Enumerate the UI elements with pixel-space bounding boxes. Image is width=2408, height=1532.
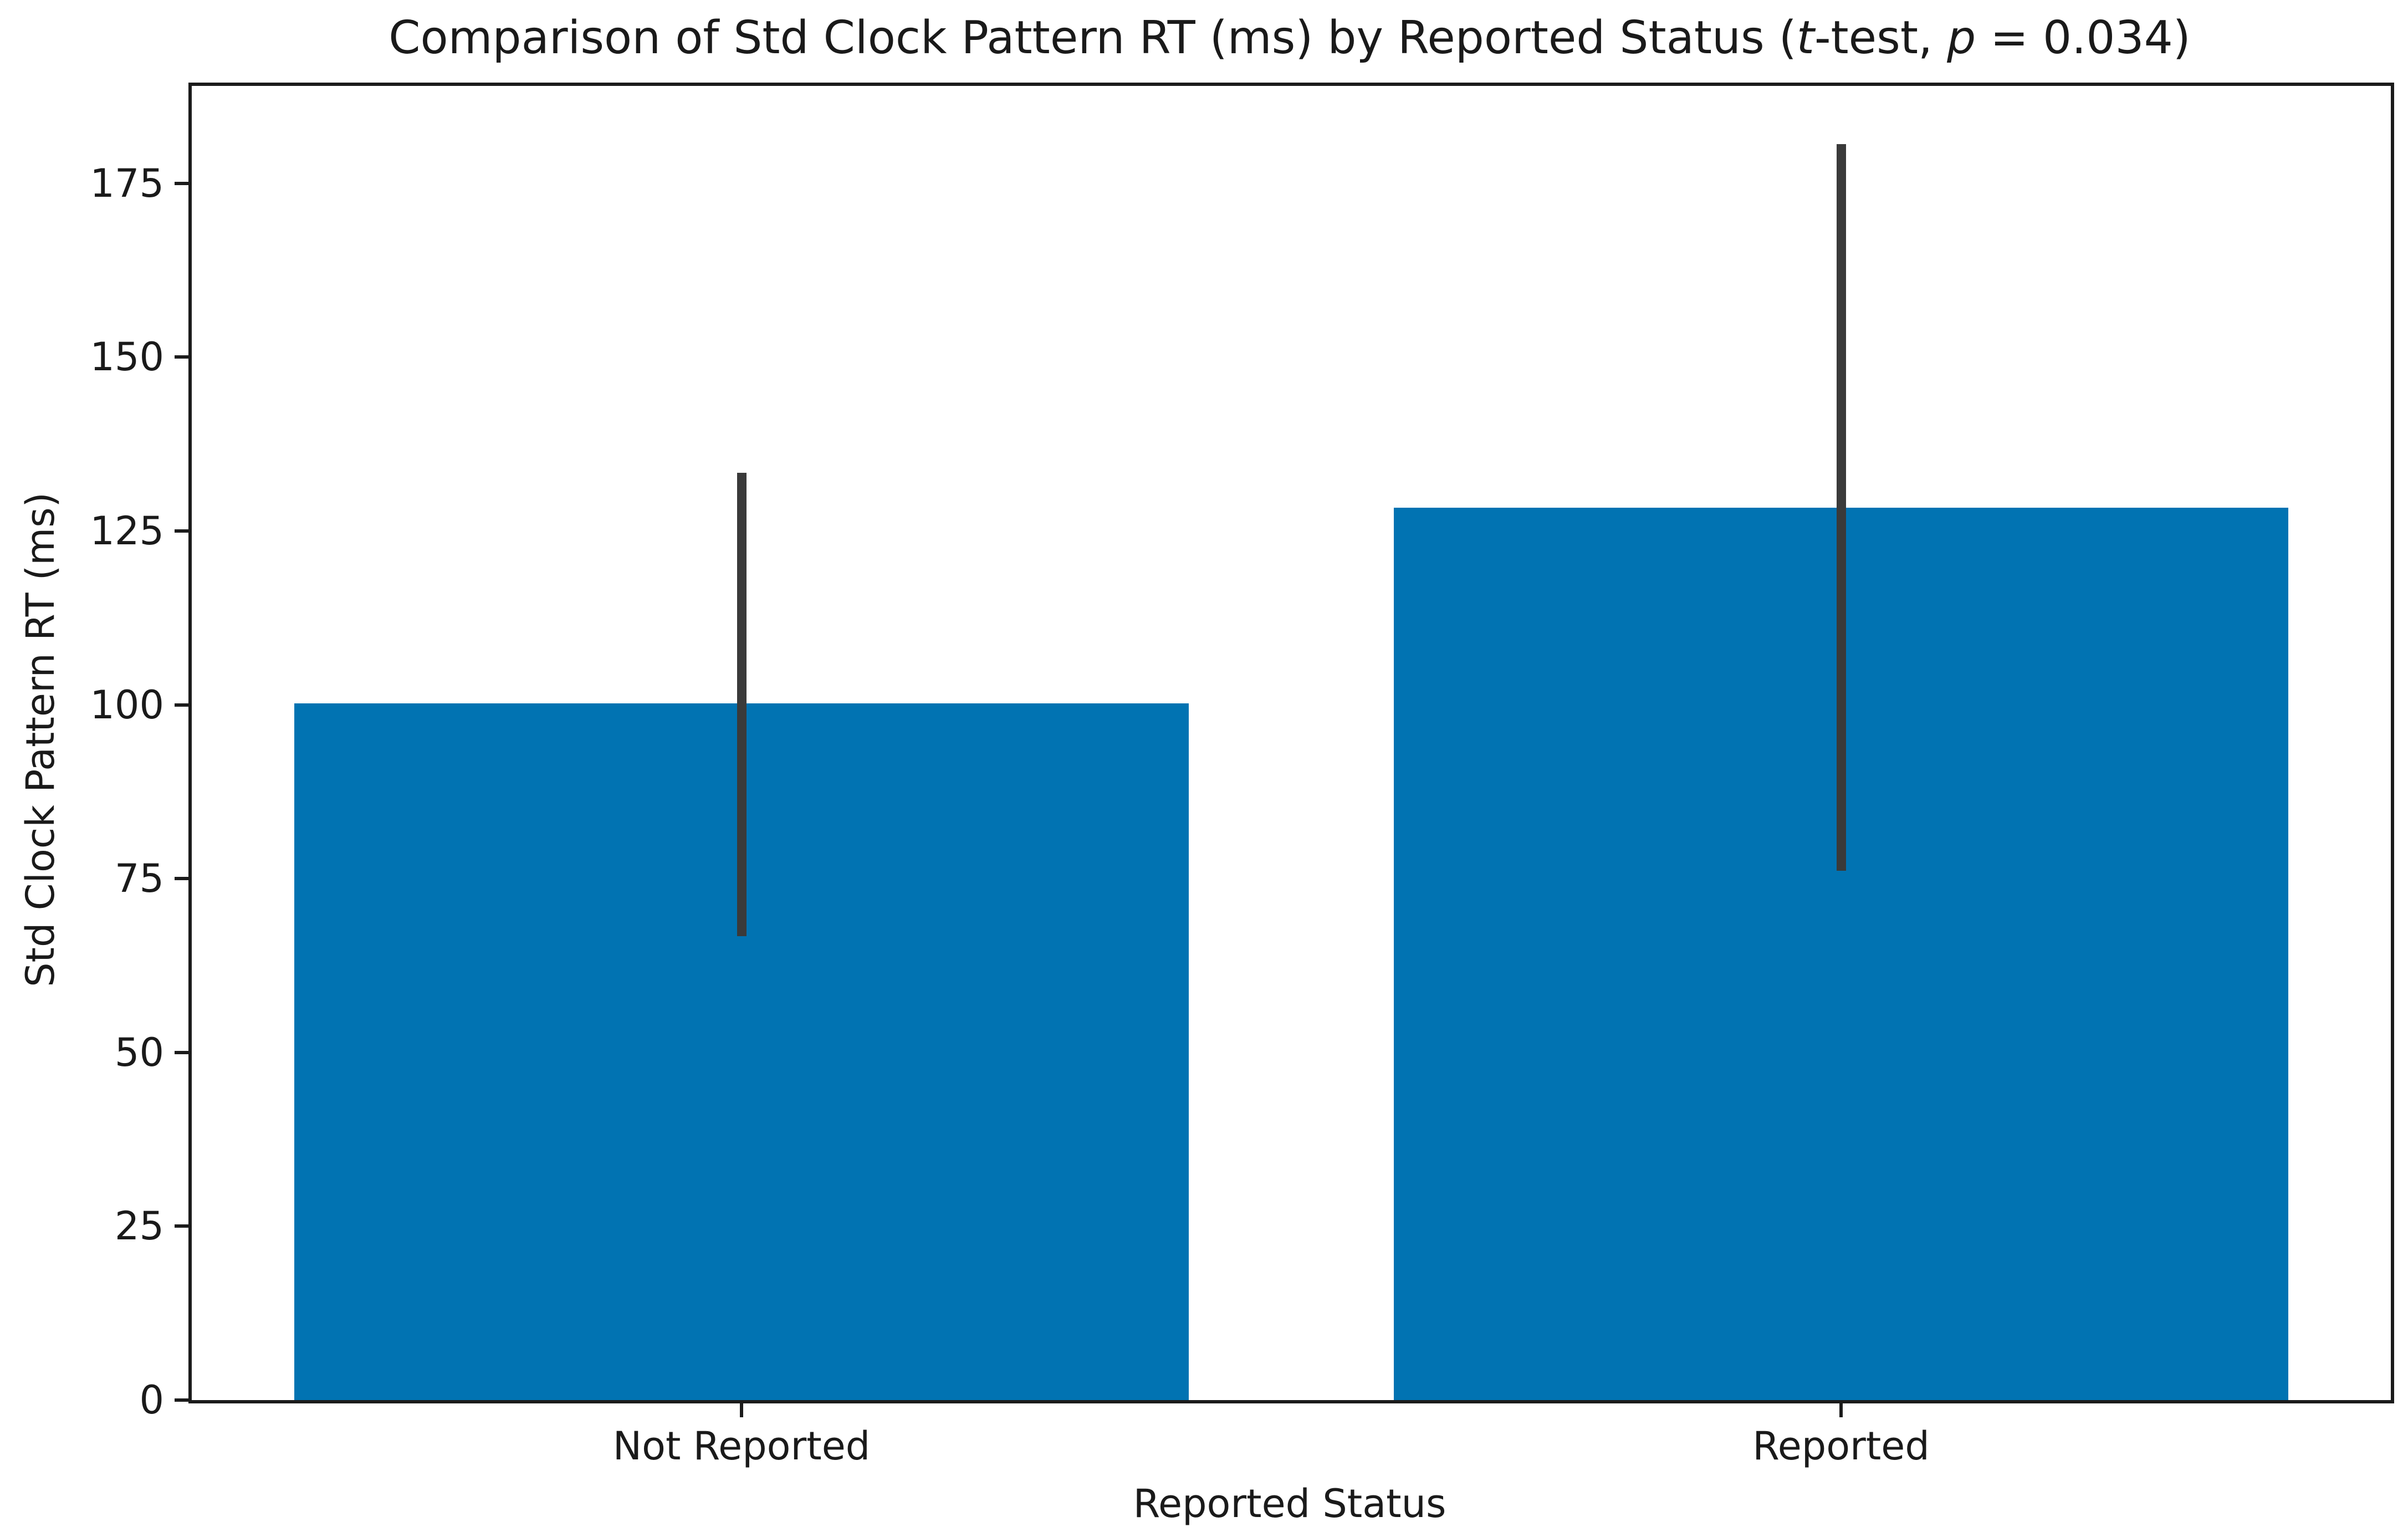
chart-title-prefix: Comparison of Std Clock Pattern RT (ms) …: [388, 12, 1797, 64]
y-tick-label: 75: [114, 856, 164, 902]
chart-title-t-italic: t: [1796, 12, 1814, 64]
x-tick-label: Reported: [1752, 1423, 1930, 1469]
y-tick-mark: [175, 877, 188, 881]
y-tick-label: 25: [114, 1203, 164, 1249]
y-tick-label: 125: [90, 508, 164, 554]
y-tick-mark: [175, 703, 188, 707]
y-tick-label: 50: [114, 1029, 164, 1075]
x-tick-mark: [740, 1403, 743, 1417]
y-tick-mark: [175, 181, 188, 185]
error-bar: [737, 472, 747, 937]
y-tick-label: 150: [90, 334, 164, 380]
y-tick-mark: [175, 355, 188, 359]
y-axis-label: Std Clock Pattern RT (ms): [18, 492, 63, 987]
y-tick-mark: [175, 529, 188, 533]
y-tick-label: 0: [139, 1377, 164, 1423]
y-tick-label: 175: [90, 160, 164, 206]
x-tick-label: Not Reported: [612, 1423, 871, 1469]
error-bar: [1836, 144, 1846, 871]
chart-title: Comparison of Std Clock Pattern RT (ms) …: [188, 10, 2391, 67]
chart-title-p-italic: p: [1947, 12, 1976, 64]
x-axis-label: Reported Status: [1133, 1481, 1446, 1526]
y-tick-mark: [175, 1050, 188, 1054]
y-axis-label-wrap: Std Clock Pattern RT (ms): [16, 83, 65, 1397]
x-tick-mark: [1839, 1403, 1843, 1417]
chart-title-mid: -test,: [1814, 12, 1947, 64]
y-tick-mark: [175, 1398, 188, 1402]
chart-title-suffix: = 0.034): [1976, 12, 2191, 64]
plot-area: [175, 83, 2394, 1417]
y-tick-mark: [175, 1224, 188, 1228]
y-tick-label: 100: [90, 682, 164, 728]
